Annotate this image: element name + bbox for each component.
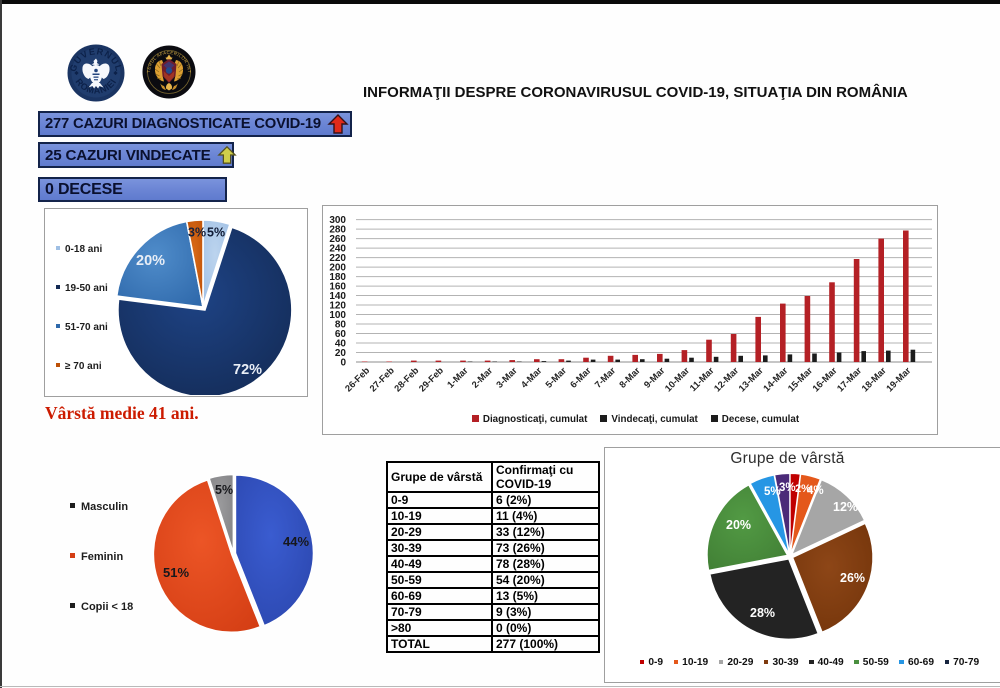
svg-text:140: 140 [329,291,346,302]
svg-text:12-Mar: 12-Mar [712,365,741,394]
svg-text:280: 280 [329,225,346,236]
svg-text:200: 200 [329,263,346,274]
svg-text:26%: 26% [840,571,865,585]
svg-text:220: 220 [329,253,346,264]
svg-text:4-Mar: 4-Mar [519,365,544,390]
svg-text:260: 260 [329,234,346,245]
svg-text:160: 160 [329,282,346,293]
svg-text:240: 240 [329,244,346,255]
svg-text:5-Mar: 5-Mar [544,365,569,390]
svg-text:5%: 5% [207,226,225,240]
svg-text:15-Mar: 15-Mar [786,365,815,394]
svg-text:28-Feb: 28-Feb [392,365,420,393]
svg-text:120: 120 [329,300,346,311]
svg-text:28%: 28% [750,606,775,620]
svg-text:7-Mar: 7-Mar [593,365,618,390]
svg-text:27-Feb: 27-Feb [368,365,396,393]
svg-text:6-Mar: 6-Mar [568,365,593,390]
svg-text:51%: 51% [163,565,189,580]
svg-text:3%: 3% [188,226,206,240]
svg-text:5%: 5% [215,483,233,497]
svg-text:20%: 20% [136,253,165,269]
svg-text:44%: 44% [283,534,309,549]
svg-text:12%: 12% [833,500,858,514]
svg-text:300: 300 [329,215,346,226]
svg-text:19-Mar: 19-Mar [884,365,913,394]
svg-text:13-Mar: 13-Mar [737,365,766,394]
svg-text:5%: 5% [764,486,781,498]
svg-text:180: 180 [329,272,346,283]
svg-text:4%: 4% [807,485,824,497]
svg-text:8-Mar: 8-Mar [617,365,642,390]
svg-text:2-Mar: 2-Mar [470,365,495,390]
svg-text:29-Feb: 29-Feb [417,365,445,393]
svg-text:18-Mar: 18-Mar [860,365,889,394]
svg-text:100: 100 [329,310,346,321]
svg-text:3%: 3% [779,482,796,494]
svg-text:60: 60 [335,329,347,340]
svg-text:1-Mar: 1-Mar [445,365,470,390]
svg-text:11-Mar: 11-Mar [688,365,716,393]
svg-text:72%: 72% [233,362,262,378]
svg-text:20%: 20% [726,518,751,532]
svg-text:16-Mar: 16-Mar [811,365,840,394]
svg-text:17-Mar: 17-Mar [835,365,864,394]
svg-text:26-Feb: 26-Feb [343,365,371,393]
svg-text:0: 0 [340,357,346,368]
svg-text:20: 20 [335,348,347,359]
svg-text:40: 40 [335,338,347,349]
svg-text:80: 80 [335,319,347,330]
svg-text:2%: 2% [795,483,811,495]
svg-text:14-Mar: 14-Mar [761,365,790,394]
svg-text:10-Mar: 10-Mar [663,365,692,394]
svg-text:3-Mar: 3-Mar [494,365,519,390]
